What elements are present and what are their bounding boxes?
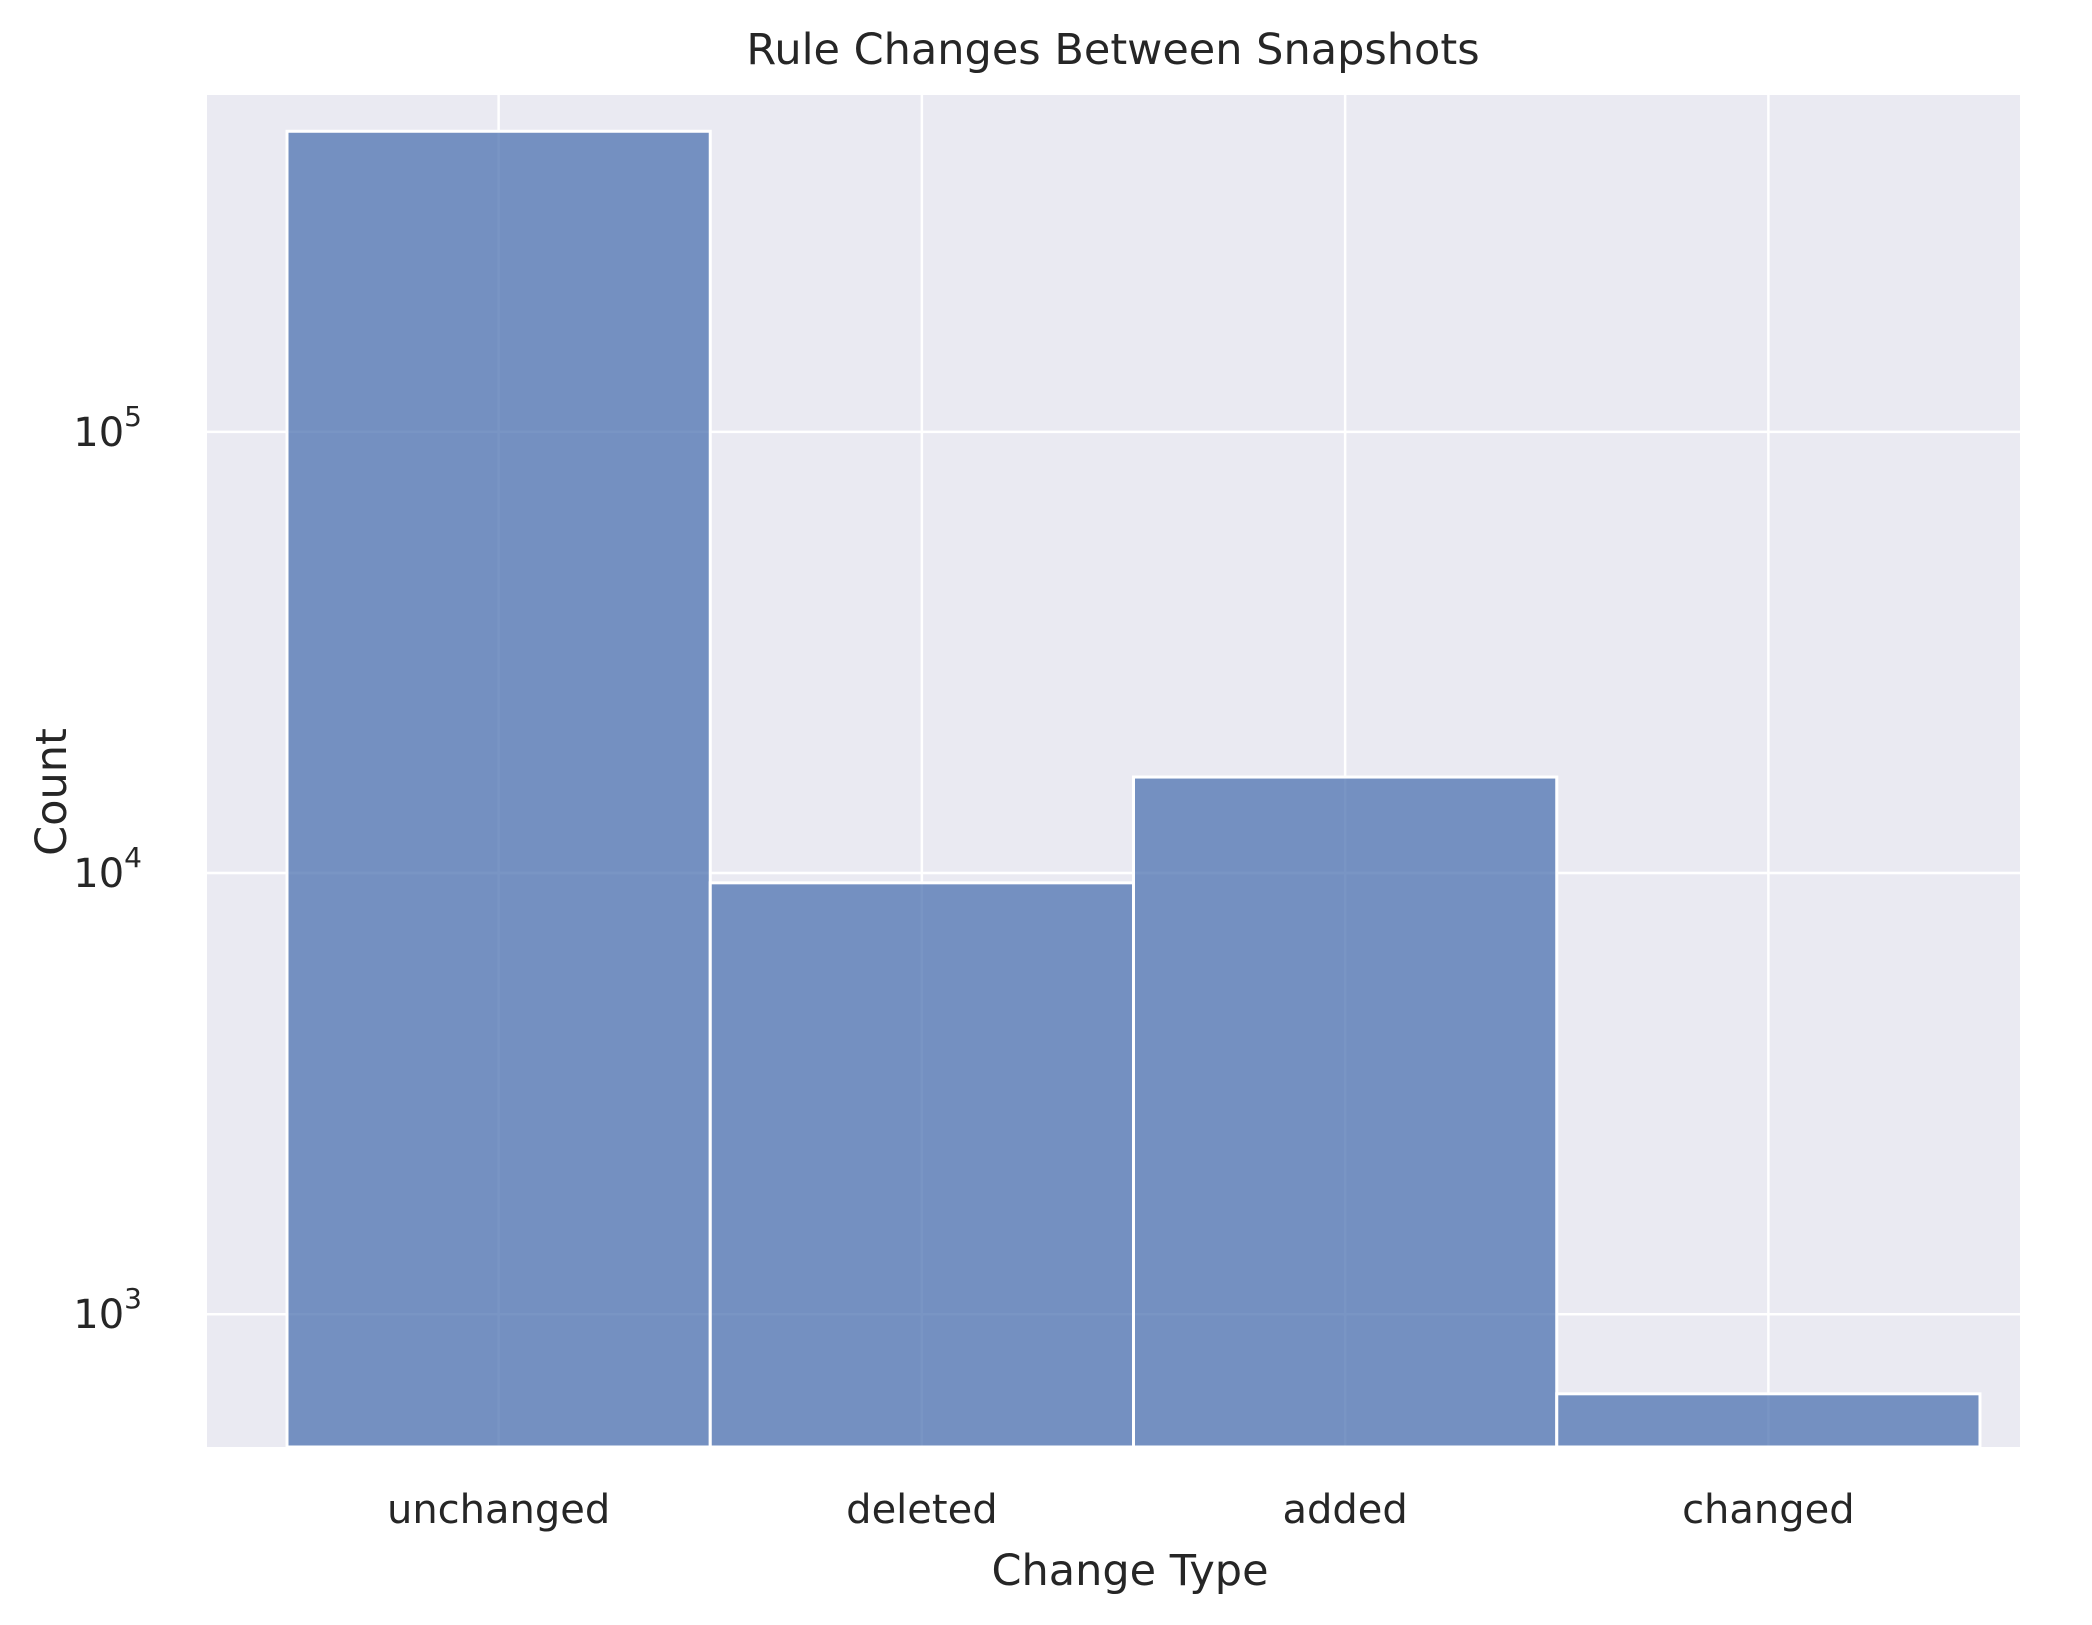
- x-tick-label: added: [1282, 1487, 1407, 1533]
- x-tick-label: changed: [1682, 1487, 1855, 1533]
- bars-layer: [285, 129, 1982, 1449]
- y-tick-base: 10: [73, 1292, 124, 1338]
- y-tick-label: 104: [73, 841, 142, 897]
- bar-unchanged: [285, 129, 712, 1449]
- bar-added: [1132, 775, 1559, 1449]
- x-axis-label: Change Type: [991, 1546, 1268, 1596]
- x-tick-label: unchanged: [387, 1487, 610, 1533]
- x-tick-labels: unchanged deleted added changed: [387, 1487, 1855, 1533]
- y-tick-exponent: 5: [124, 400, 142, 433]
- x-tick-label: deleted: [846, 1487, 997, 1533]
- y-tick-base: 10: [73, 410, 124, 456]
- y-tick-exponent: 3: [124, 1282, 142, 1315]
- y-axis-label: Count: [27, 728, 77, 856]
- bar-changed: [1555, 1392, 1982, 1449]
- y-tick-label: 103: [73, 1282, 142, 1338]
- y-tick-label: 105: [73, 400, 142, 456]
- y-tick-exponent: 4: [124, 841, 142, 874]
- bar-deleted: [708, 881, 1135, 1449]
- y-tick-base: 10: [73, 851, 124, 897]
- chart-title: Rule Changes Between Snapshots: [746, 25, 1479, 75]
